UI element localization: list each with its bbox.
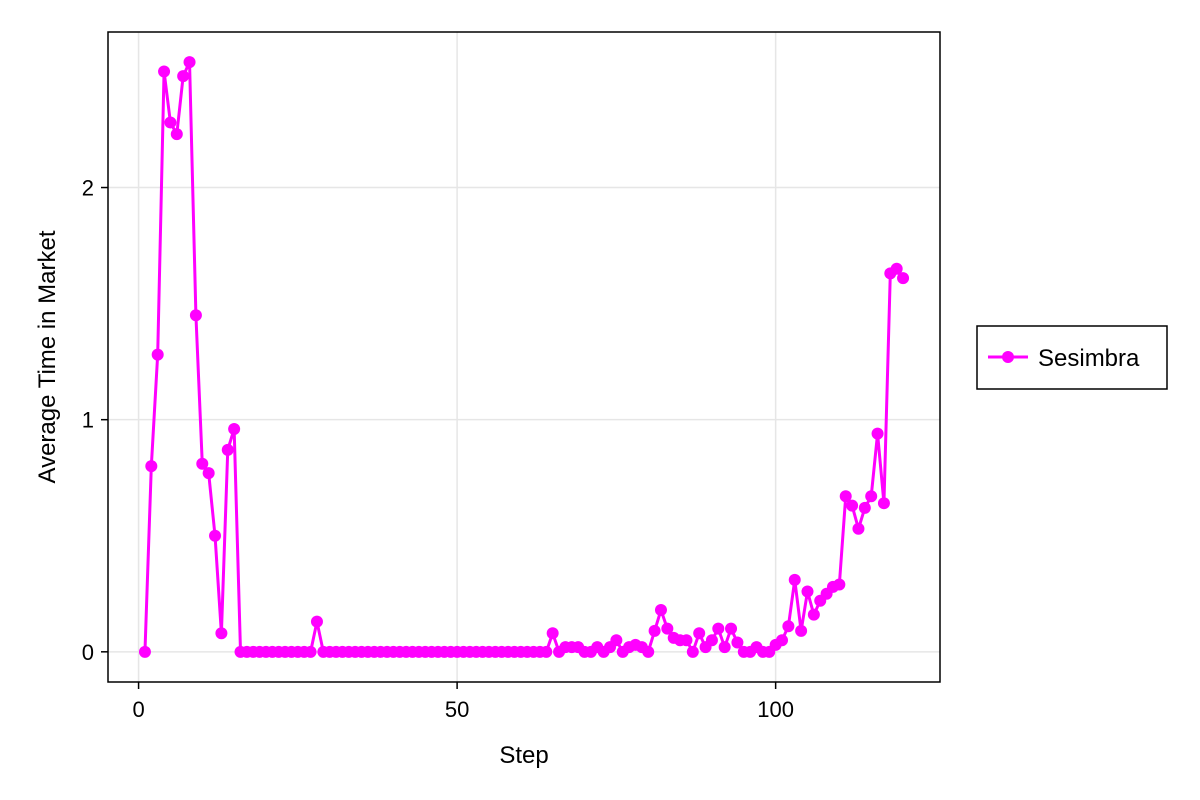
data-point [209,529,222,542]
data-point [839,490,852,503]
data-point [731,636,744,649]
data-point [202,467,215,480]
plot-frame [107,31,941,683]
data-point [151,348,164,361]
data-point [170,128,183,141]
data-point [610,634,623,647]
data-point [718,641,731,654]
data-point [680,634,693,647]
y-tick-label: 0 [82,640,94,665]
data-point [221,443,234,456]
data-point [654,604,667,617]
data-point [177,70,190,83]
data-point [865,490,878,503]
data-point [807,608,820,621]
data-point [795,624,808,637]
data-point [145,460,158,473]
y-tick-label: 1 [82,408,94,433]
data-point [215,627,228,640]
series-sesimbra [138,56,910,658]
data-point [686,645,699,658]
data-point [189,309,202,322]
data-point [776,634,789,647]
x-axis-label: Step [499,742,548,769]
data-point [304,645,317,658]
x-tick-label: 50 [445,697,469,722]
data-point [801,585,814,598]
legend-label-sesimbra: Sesimbra [1038,345,1140,372]
axis-ticks: 0 50 100 0 1 2 [82,176,794,722]
data-point [693,627,706,640]
data-point [228,422,241,435]
data-point [725,622,738,635]
data-point [897,272,910,285]
data-point [782,620,795,633]
data-point [648,624,661,637]
data-point [858,501,871,514]
data-point [852,522,865,535]
data-point [705,634,718,647]
data-point [871,427,884,440]
data-point [310,615,323,628]
data-point [833,578,846,591]
data-point [890,262,903,275]
data-point [546,627,559,640]
y-axis-label: Average Time in Market [34,230,61,483]
x-tick-label: 100 [757,697,794,722]
data-point [540,645,553,658]
data-point [642,645,655,658]
data-point [846,499,859,512]
data-point [196,457,209,470]
data-point [164,116,177,129]
legend-marker-swatch [1002,351,1014,363]
data-point [712,622,725,635]
x-tick-label: 0 [132,697,144,722]
data-point [183,56,196,69]
data-point [661,622,674,635]
data-point [877,497,890,510]
y-tick-label: 2 [82,176,94,201]
data-point [788,573,801,586]
data-point [158,65,171,78]
legend: Sesimbra [976,325,1168,390]
data-point [138,645,151,658]
